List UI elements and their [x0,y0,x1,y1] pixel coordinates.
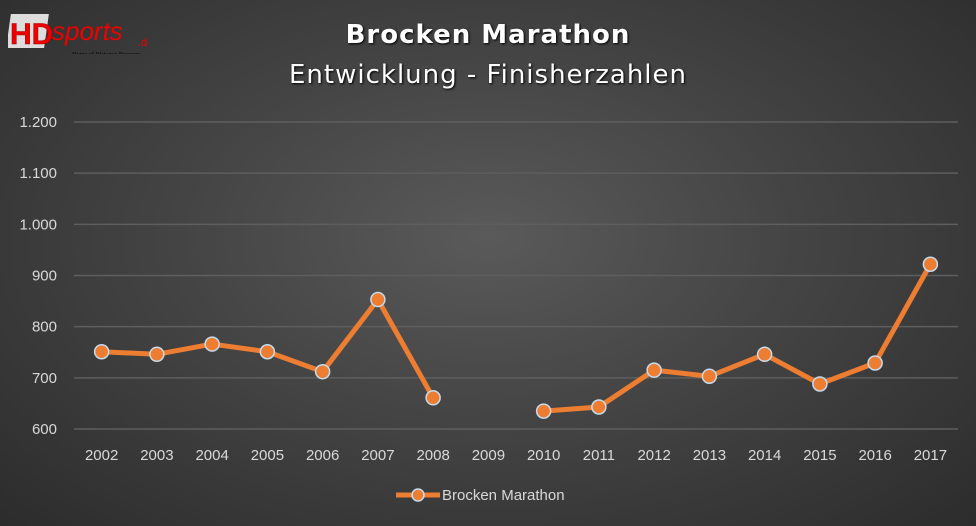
data-point [425,390,441,406]
legend-marker [411,488,425,502]
data-point [314,363,331,380]
y-tick-label: 1.100 [19,165,57,182]
x-tick-label: 2012 [637,447,670,464]
x-tick-label: 2011 [583,447,615,464]
data-point [370,291,386,308]
data-point [867,355,883,371]
x-tick-label: 2015 [803,447,836,464]
x-tick-label: 2017 [914,447,947,464]
data-point [535,403,552,419]
y-tick-label: 1.200 [19,114,57,131]
chart-title: Brocken Marathon [345,20,631,50]
x-tick-label: 2006 [306,447,339,464]
legend-label: Brocken Marathon [442,487,565,504]
svg-text:HD: HD [10,18,53,51]
hdsports-logo: HD sports .de Home of Distance Runners [8,6,148,54]
data-point [646,362,662,378]
y-tick-label: 800 [32,319,57,336]
x-tick-label: 2004 [195,447,228,464]
data-point [204,336,220,352]
data-point [812,376,828,392]
x-tick-label: 2005 [251,447,284,464]
y-tick-label: 700 [32,370,57,387]
y-tick-label: 900 [32,268,57,285]
x-tick-label: 2014 [748,447,781,464]
y-tick-label: 1.000 [19,216,57,233]
data-point [591,399,607,415]
x-tick-label: 2008 [416,447,449,464]
data-point [701,368,718,385]
svg-text:sports: sports [52,16,123,46]
data-point [259,343,276,360]
x-tick-label: 2002 [85,447,118,464]
data-point [756,346,773,363]
data-point [93,343,110,360]
x-tick-label: 2016 [858,447,891,464]
x-tick-label: 2013 [693,447,726,464]
svg-text:Home of Distance Runners: Home of Distance Runners [72,52,141,54]
x-tick-label: 2007 [361,447,394,464]
x-tick-label: 2009 [472,447,505,464]
x-tick-label: 2010 [527,447,560,464]
data-point [922,256,939,272]
svg-text:.de: .de [138,37,148,49]
series-line [543,263,933,414]
y-tick-label: 600 [32,421,57,438]
x-tick-label: 2003 [140,447,173,464]
chart-subtitle: Entwicklung - Finisherzahlen [289,60,687,90]
data-point [149,346,165,363]
